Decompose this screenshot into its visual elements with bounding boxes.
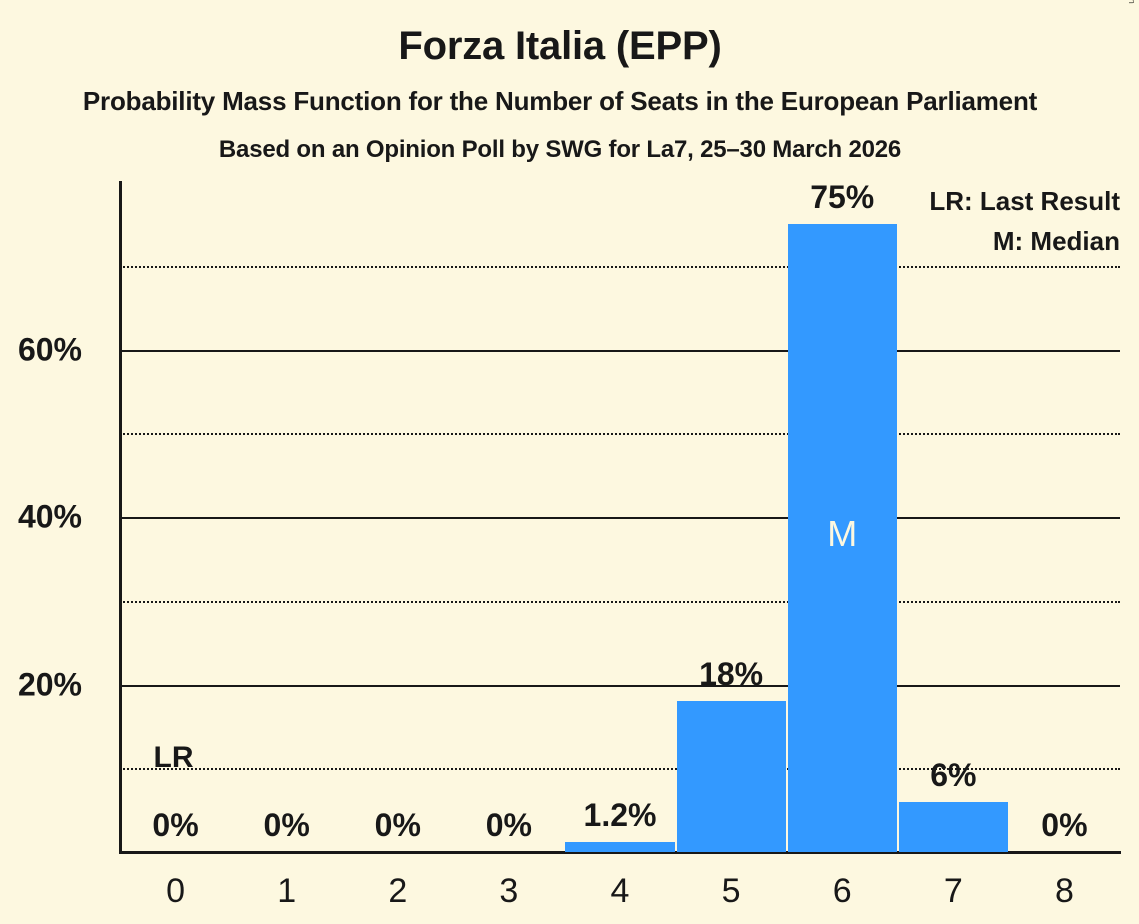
legend-item-last-result: LR: Last Result xyxy=(929,186,1120,216)
legend-item-median: M: Median xyxy=(992,226,1120,256)
bar-value-label-2: 0% xyxy=(374,807,421,843)
x-tick-label-0: 0 xyxy=(166,872,186,910)
chart-subtitle: Probability Mass Function for the Number… xyxy=(82,86,1038,116)
x-tick-label-8: 8 xyxy=(1054,872,1074,910)
y-tick-label-40: 40% xyxy=(17,498,82,535)
bar-value-label-6: 75% xyxy=(810,178,875,215)
gridline-50 xyxy=(120,433,1120,436)
x-axis-line xyxy=(119,851,1121,854)
bar-value-label-7: 6% xyxy=(930,756,977,793)
chart-source-line: Based on an Opinion Poll by SWG for La7,… xyxy=(218,136,902,163)
bar-value-label-0: 0% xyxy=(152,807,199,843)
median-marker: M xyxy=(827,512,858,554)
bar-seats-7 xyxy=(898,801,1008,852)
bar-seats-4 xyxy=(565,841,675,852)
x-tick-label-5: 5 xyxy=(721,872,741,910)
y-tick-label-20: 20% xyxy=(17,666,82,702)
gridline-10 xyxy=(120,768,1120,771)
gridline-40 xyxy=(120,517,1120,519)
bar-value-label-8: 0% xyxy=(1041,807,1088,843)
last-result-marker: LR xyxy=(153,741,194,775)
plot-area: 60% 40% 20% 0% 0% 0% 0% 1.2% 18% M 75% 6% 0% xyxy=(18,178,1120,852)
copyright-notice: © 2026 Filip van Laenen xyxy=(1126,0,1137,4)
x-tick-label-1: 1 xyxy=(277,872,297,910)
x-tick-label-2: 2 xyxy=(388,872,408,910)
gridline-70 xyxy=(120,265,1120,268)
bar-value-label-4: 1.2% xyxy=(583,796,657,833)
page-title: Forza Italia (EPP) xyxy=(398,24,722,68)
x-tick-label-4: 4 xyxy=(610,872,630,910)
x-tick-label-7: 7 xyxy=(943,872,963,910)
bar-seats-5 xyxy=(676,701,786,852)
bar-seats-6: M xyxy=(787,223,897,852)
y-tick-label-60: 60% xyxy=(17,331,82,367)
bar-value-label-3: 0% xyxy=(485,807,532,843)
x-tick-label-6: 6 xyxy=(832,872,852,910)
gridline-20 xyxy=(120,684,1120,687)
bar-value-label-1: 0% xyxy=(263,807,310,843)
gridline-60 xyxy=(120,349,1120,352)
bar-value-label-5: 18% xyxy=(699,656,764,693)
x-tick-label-3: 3 xyxy=(499,872,519,910)
gridline-30 xyxy=(120,600,1120,603)
